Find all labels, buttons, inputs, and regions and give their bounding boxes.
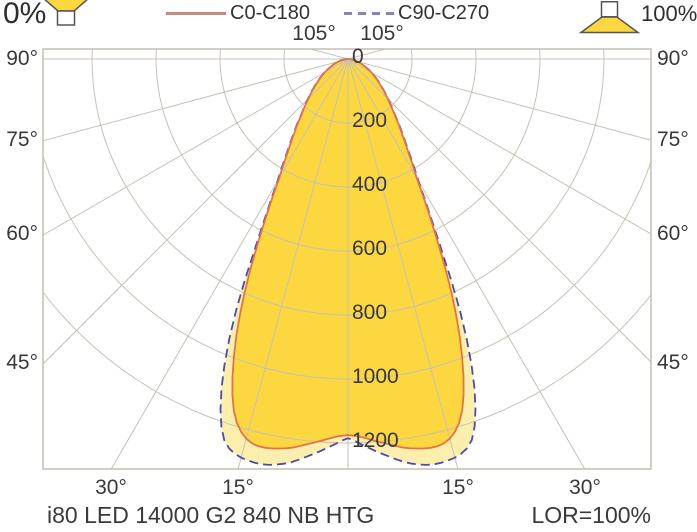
angle-label-right-90: 90°	[657, 47, 689, 70]
downlight-percentage: 100%	[641, 1, 697, 26]
radial-tick-label-200: 200	[352, 109, 388, 132]
angle-label-right-45: 45°	[657, 351, 689, 374]
radial-tick-label-800: 800	[352, 301, 388, 324]
angle-label-bottom-left-15: 15°	[222, 476, 254, 499]
angle-label-bottom-right-30: 30°	[569, 476, 601, 499]
uplight-percentage: 0%	[3, 0, 47, 30]
angle-label-right-60: 60°	[657, 222, 689, 245]
legend-swatch-dashed	[344, 12, 396, 15]
legend-label-c0-c180: C0-C180	[230, 2, 311, 24]
angle-label-left-75: 75°	[6, 128, 38, 151]
legend-label-c90-c270: C90-C270	[398, 2, 490, 24]
legend-swatch-solid	[166, 12, 226, 15]
radial-tick-label-600: 600	[352, 237, 388, 260]
radial-tick-label-1000: 1000	[352, 365, 399, 388]
radial-tick-label-0: 0	[352, 45, 364, 68]
angle-label-left-90: 90°	[6, 47, 38, 70]
angle-label-top-right-105: 105°	[360, 22, 404, 45]
angle-label-top-left-105: 105°	[292, 22, 336, 45]
radial-tick-label-400: 400	[352, 173, 388, 196]
angle-label-bottom-right-15: 15°	[442, 476, 474, 499]
angle-label-left-45: 45°	[6, 351, 38, 374]
radial-tick-label-1200: 1200	[352, 429, 399, 452]
lor-value: LOR=100%	[531, 502, 651, 528]
downlight-icon	[579, 1, 640, 34]
luminaire-title: i80 LED 14000 G2 840 NB HTG	[47, 502, 375, 528]
angle-label-right-75: 75°	[657, 128, 689, 151]
angle-label-left-60: 60°	[6, 222, 38, 245]
uplight-icon	[44, 0, 88, 26]
angle-label-bottom-left-30: 30°	[95, 476, 127, 499]
